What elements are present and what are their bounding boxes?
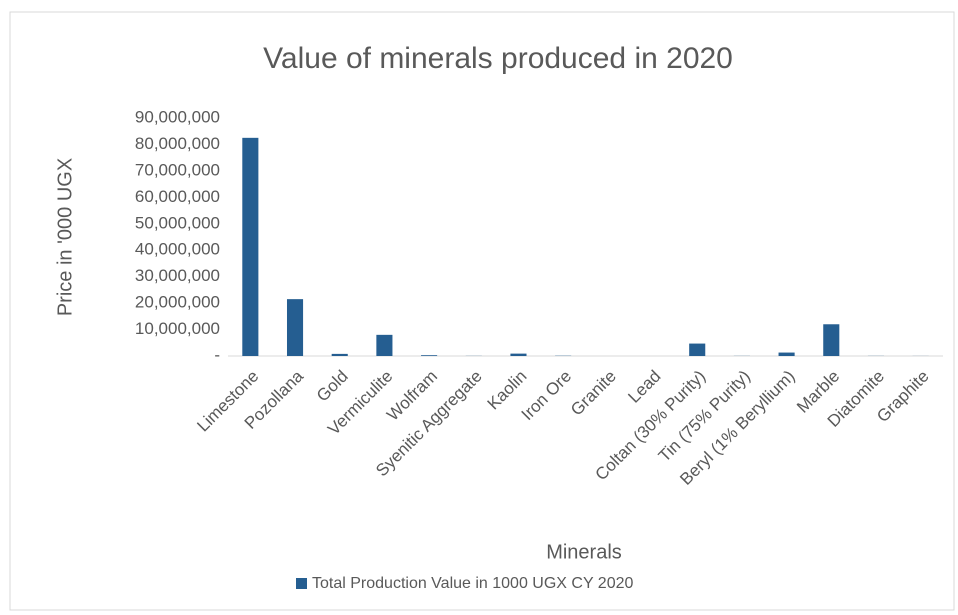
y-tick-label: 30,000,000 [135, 266, 220, 285]
y-axis-title: Price in '000 UGX [54, 158, 76, 316]
y-tick-label: - [214, 345, 220, 364]
bar [778, 352, 795, 356]
y-tick-label: 60,000,000 [135, 187, 220, 206]
bar [510, 353, 527, 356]
bar [689, 343, 706, 356]
y-tick-label: 40,000,000 [135, 240, 220, 259]
y-tick-label: 80,000,000 [135, 134, 220, 153]
x-axis-title: Minerals [546, 541, 622, 563]
y-tick-label: 10,000,000 [135, 319, 220, 338]
y-tick-label: 50,000,000 [135, 213, 220, 232]
y-tick-label: 90,000,000 [135, 107, 220, 126]
y-tick-label: 70,000,000 [135, 160, 220, 179]
bar [286, 299, 304, 356]
bar [421, 355, 438, 356]
legend-label: Total Production Value in 1000 UGX CY 20… [312, 575, 633, 592]
bar [376, 334, 393, 356]
legend-swatch [296, 578, 307, 589]
bar [823, 324, 840, 356]
y-tick-label: 20,000,000 [135, 293, 220, 312]
bar [242, 137, 259, 356]
bar [331, 353, 348, 356]
chart-title: Value of minerals produced in 2020 [263, 42, 733, 75]
chart-border [9, 11, 955, 611]
